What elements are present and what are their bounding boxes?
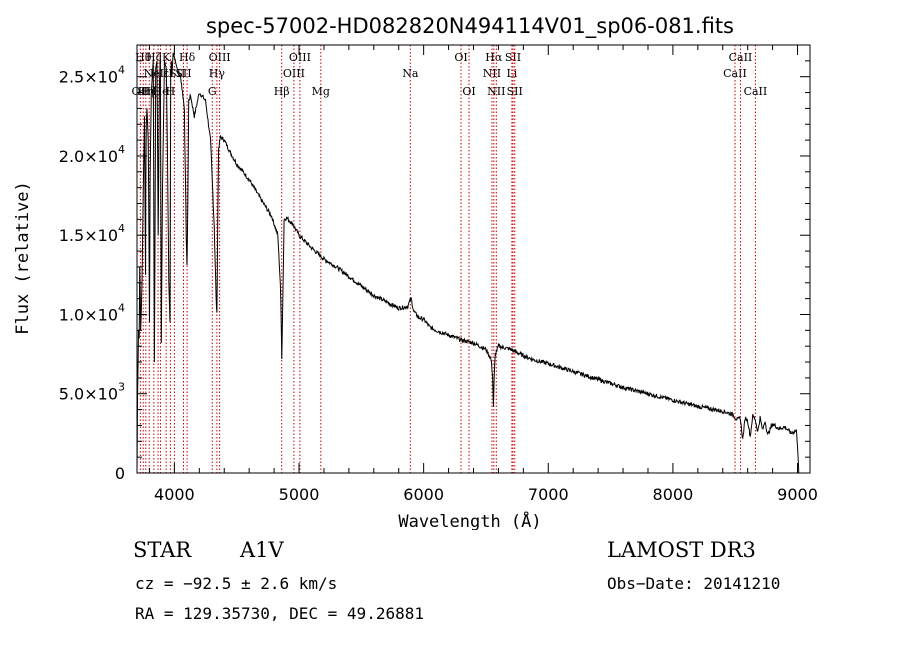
- y-tick-exponent-3: 4: [118, 222, 125, 235]
- observation-date: Obs−Date: 20141210: [607, 574, 781, 593]
- line-label-22: NII: [483, 67, 501, 80]
- line-label-27: SII: [507, 85, 523, 98]
- spectrum-line: [136, 52, 800, 474]
- spectrum-chart: spec-57002-HD082820N494114V01_sp06-081.f…: [13, 14, 818, 530]
- y-tick-exponent-2: 4: [118, 301, 125, 314]
- line-label-25: Li: [506, 67, 517, 80]
- y-tick-exponent-5: 4: [118, 64, 125, 77]
- x-tick-label-0: 4000: [154, 485, 195, 504]
- y-tick-exponent-1: 3: [118, 381, 125, 394]
- line-label-7: K: [162, 51, 171, 64]
- y-tick-label-4: 2.0×104: [59, 143, 125, 166]
- line-label-10: Hδ: [179, 51, 196, 64]
- y-tick-mantissa-3: 1.5×10: [59, 226, 118, 245]
- line-label-20: OI: [454, 51, 467, 64]
- line-label-26: SII: [505, 51, 521, 64]
- line-label-23: Hα: [485, 51, 503, 64]
- y-tick-mantissa-5: 2.5×10: [59, 68, 118, 87]
- y-tick-label-5: 2.5×104: [59, 64, 125, 87]
- object-subclass: A1V: [240, 538, 284, 562]
- line-label-14: OIII: [209, 51, 231, 64]
- y-tick-exponent-4: 4: [118, 143, 125, 156]
- y-axis-label: Flux (relative): [13, 181, 33, 335]
- x-tick-label-3: 7000: [528, 485, 569, 504]
- line-label-15: Hβ: [274, 85, 290, 98]
- x-axis: 4000 5000 6000 7000 8000 9000: [148, 45, 818, 504]
- line-label-19: Na: [402, 67, 419, 80]
- x-tick-label-2: 6000: [403, 485, 444, 504]
- y-tick-label-1: 5.0×103: [59, 381, 125, 404]
- y-tick-label-2: 1.0×104: [59, 301, 125, 324]
- sky-coordinates: RA = 129.35730, DEC = 49.26881: [135, 604, 424, 623]
- x-axis-label: Wavelength (Å): [398, 510, 541, 530]
- line-label-21: OI: [462, 85, 475, 98]
- spectrum-group: [136, 52, 800, 474]
- line-label-0: OII: [132, 85, 150, 98]
- line-label-28: CaII: [723, 67, 747, 80]
- line-label-18: Mg: [312, 85, 330, 98]
- object-class: STAR: [133, 538, 192, 562]
- redshift-velocity: cz = −92.5 ± 2.6 km/s: [135, 574, 338, 593]
- x-tick-label-4: 8000: [653, 485, 694, 504]
- chart-title: spec-57002-HD082820N494114V01_sp06-081.f…: [206, 14, 734, 39]
- line-label-17: OIII: [289, 51, 311, 64]
- line-label-30: CaII: [744, 85, 768, 98]
- line-label-29: CaII: [729, 51, 753, 64]
- y-tick-mantissa-4: 2.0×10: [59, 147, 118, 166]
- survey-name: LAMOST DR3: [607, 538, 756, 562]
- line-label-16: OIII: [283, 67, 305, 80]
- emission-line-markers: OIIHθHηHζHζNeIIIHeKHεSIIHδSIIGHγOIIIHβOI…: [132, 45, 768, 473]
- y-tick-mantissa-2: 1.0×10: [59, 305, 118, 324]
- x-tick-label-5: 9000: [777, 485, 818, 504]
- line-label-12: G: [208, 85, 217, 98]
- line-label-11: SII: [175, 67, 191, 80]
- line-label-4: Hζ: [146, 51, 162, 64]
- y-tick-label-0: 0: [115, 464, 125, 483]
- line-label-13: Hγ: [209, 67, 226, 80]
- y-tick-mantissa-1: 5.0×10: [59, 385, 118, 404]
- x-tick-label-1: 5000: [279, 485, 320, 504]
- line-label-5: NeIII: [143, 67, 172, 80]
- line-label-2: Hη: [138, 85, 154, 98]
- line-label-24: NII: [487, 85, 505, 98]
- y-tick-label-3: 1.5×104: [59, 222, 125, 245]
- y-tick-mantissa-0: 0: [115, 464, 125, 483]
